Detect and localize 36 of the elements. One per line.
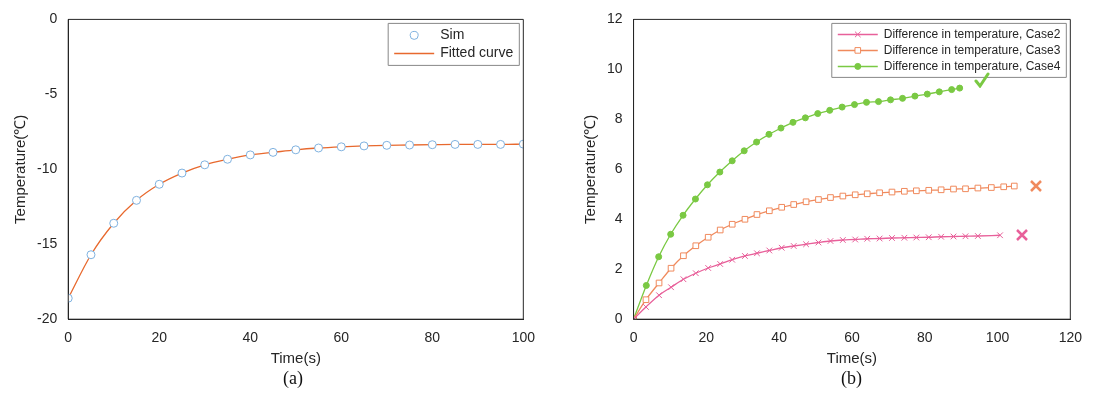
legend-label: Sim (440, 26, 465, 43)
y-tick-label: -15 (37, 235, 58, 252)
y-tick-label: 2 (614, 260, 623, 277)
y-tick-label: -20 (37, 310, 58, 327)
x-tick-label: 0 (64, 329, 73, 346)
y-axis-title: Temperature(℃) (581, 114, 599, 224)
x-tick-label: 100 (511, 329, 536, 346)
x-tick-label: 40 (242, 329, 259, 346)
x-tick-label: 60 (844, 329, 860, 346)
x-tick-label: 40 (771, 329, 788, 346)
y-tick-label: 10 (606, 60, 623, 77)
legend-label: Difference in temperature, Case3 (883, 42, 1061, 57)
legend-label: Difference in temperature, Case4 (883, 58, 1061, 73)
x-tick-label: 80 (424, 329, 441, 346)
y-tick-label: 4 (614, 210, 623, 227)
y-tick-label: 12 (606, 10, 623, 27)
y-tick-label: 0 (49, 10, 58, 27)
legend-label: Fitted curve (440, 44, 514, 61)
y-tick-label: -10 (37, 160, 58, 177)
y-tick-label: 6 (614, 160, 623, 177)
y-tick-label: -5 (44, 85, 58, 102)
x-tick-label: 20 (151, 329, 168, 346)
y-tick-label: 0 (614, 310, 623, 327)
y-axis-title: Temperature(℃) (11, 114, 29, 224)
x-tick-label: 100 (985, 329, 1010, 346)
x-tick-label: 60 (333, 329, 350, 346)
x-axis-title: Time(s) (826, 349, 878, 367)
x-tick-label: 80 (916, 329, 933, 346)
x-tick-label: 0 (629, 329, 638, 346)
x-axis-title: Time(s) (270, 349, 321, 367)
x-tick-label: 20 (698, 329, 715, 346)
y-tick-label: 8 (614, 110, 623, 127)
legend-label: Difference in temperature, Case2 (883, 26, 1061, 41)
x-tick-label: 120 (1058, 329, 1083, 346)
text: (b) (840, 368, 863, 389)
text: (a) (282, 368, 304, 389)
